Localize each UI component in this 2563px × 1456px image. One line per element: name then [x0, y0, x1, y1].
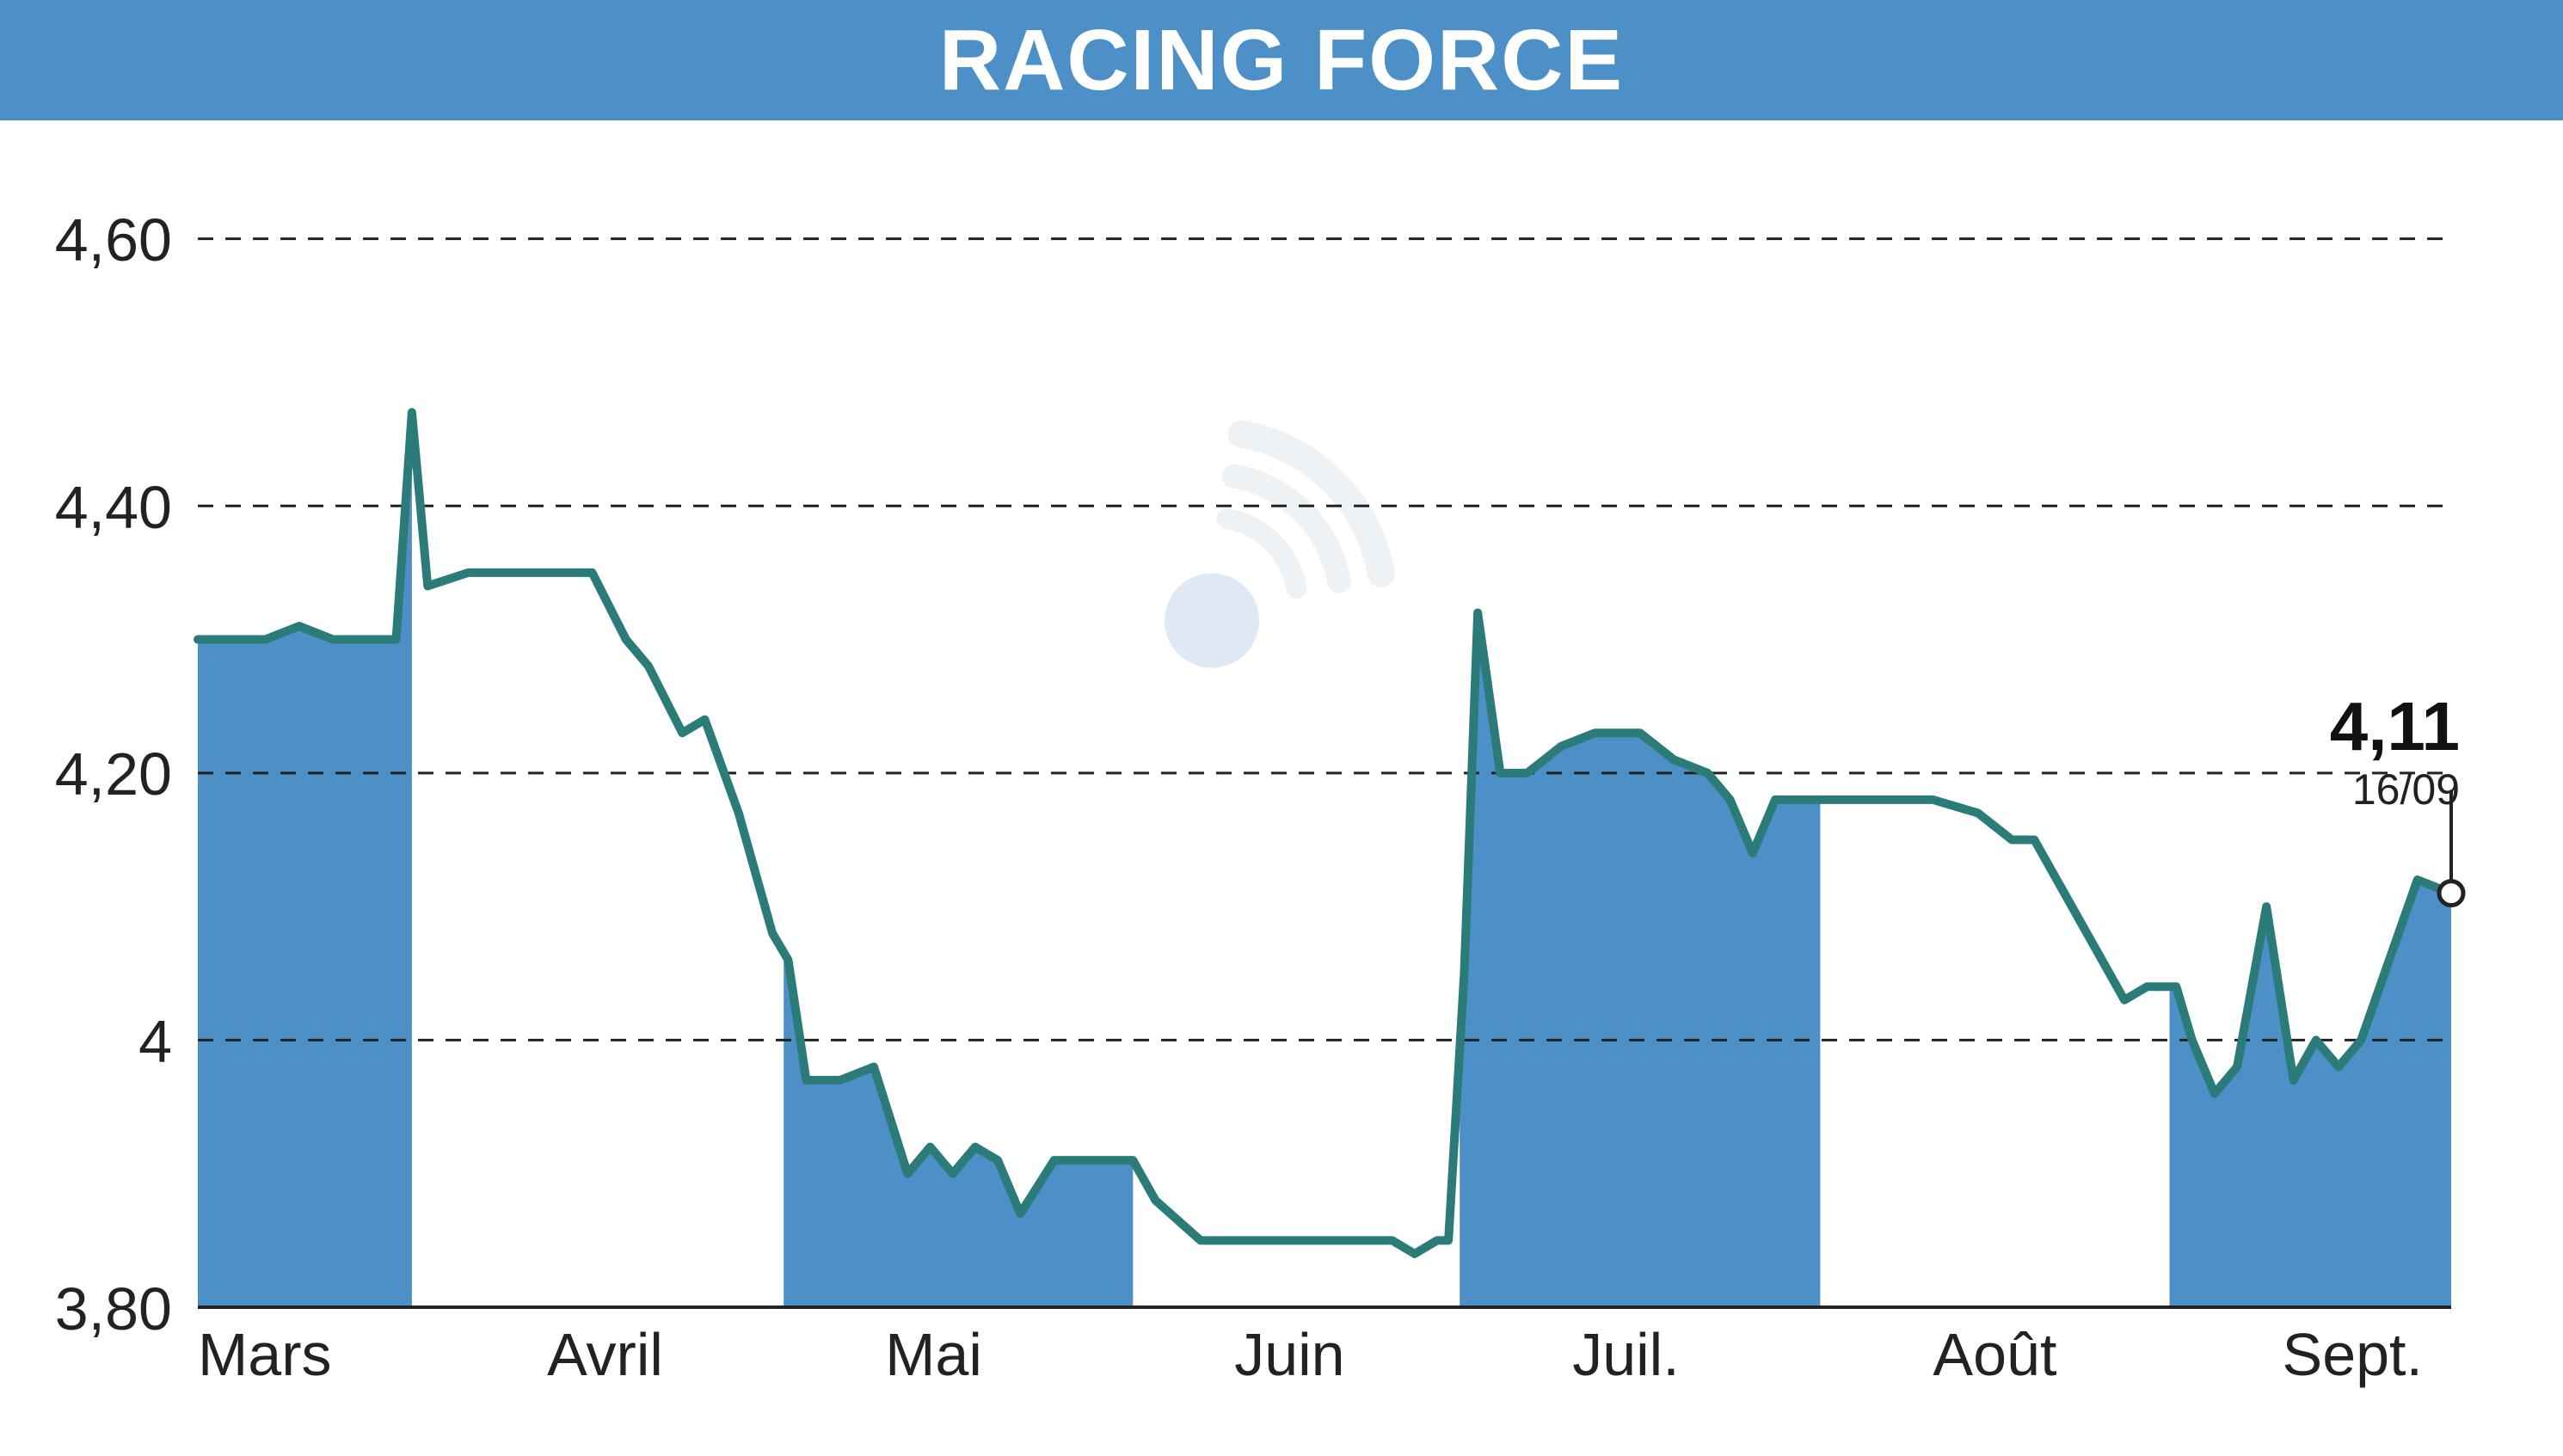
chart-container: RACING FORCE 3,8044,204,404,60 MarsAvril… — [0, 0, 2563, 1456]
last-point-marker — [2439, 882, 2463, 906]
fill-bands — [198, 172, 2451, 1307]
chart-svg — [0, 0, 2563, 1456]
last-date-label: 16/09 — [2236, 765, 2460, 814]
last-value-label: 4,11 — [2236, 687, 2460, 766]
watermark — [1165, 434, 1381, 668]
